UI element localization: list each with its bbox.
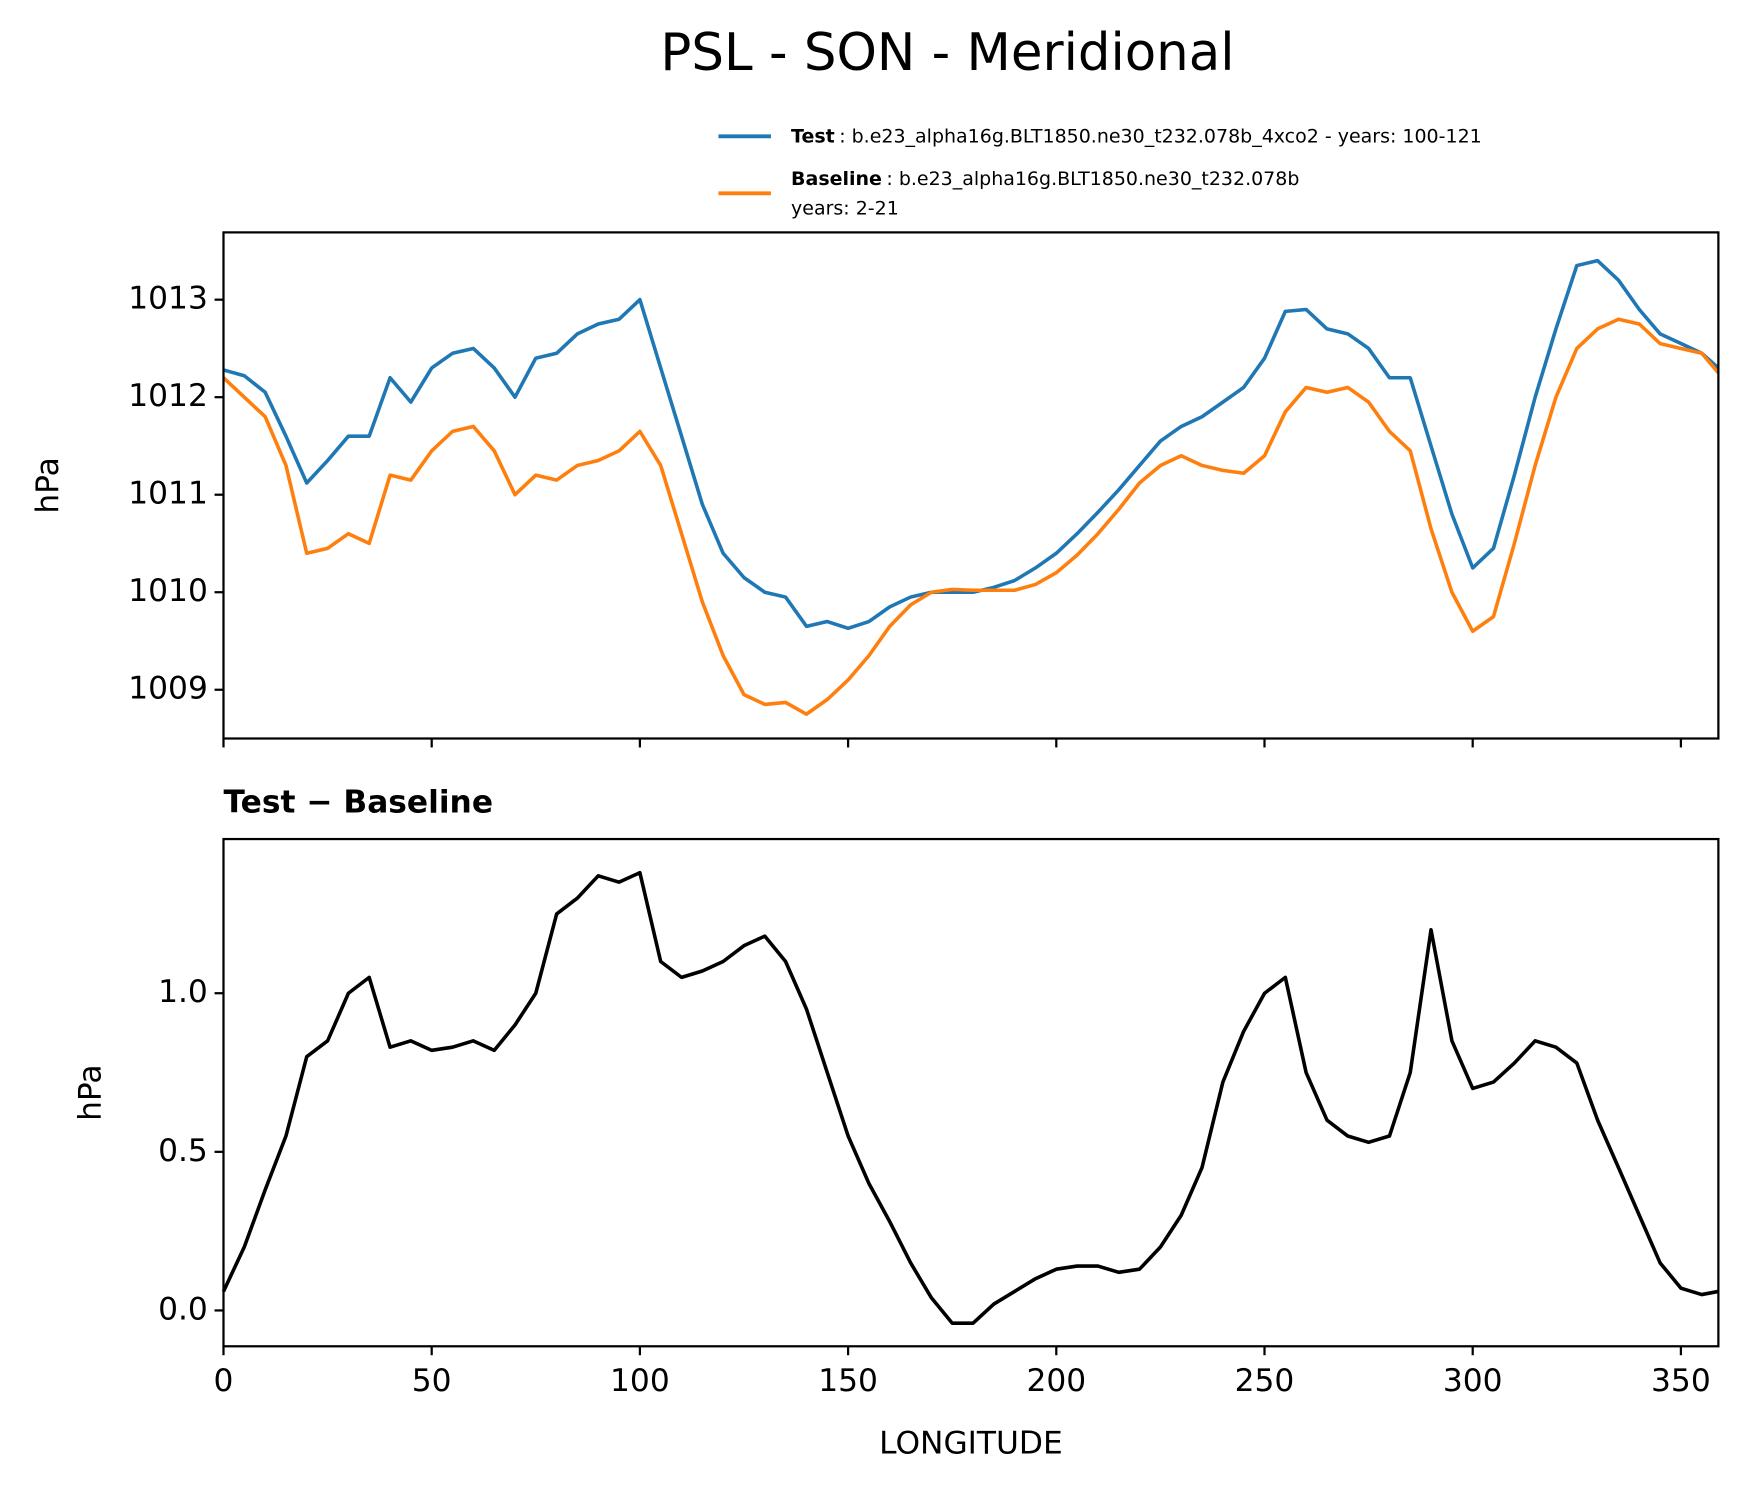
x-tick-label: 200 [1026,1363,1086,1399]
x-tick-label: 350 [1651,1363,1711,1399]
y-axis-label: hPa [30,457,66,513]
y-tick-label: 1009 [128,671,208,707]
series-line [222,317,1720,716]
legend-description: : b.e23_alpha16g.BLT1850.ne30_t232.078b_… [839,125,1482,147]
y-tick-label: 1.0 [158,974,208,1010]
y-tick-label: 1011 [128,476,208,512]
axes-frame [222,231,1720,740]
legend-label: Baseline: b.e23_alpha16g.BLT1850.ne30_t2… [791,167,1299,189]
axes-frame [222,837,1720,1348]
series-line [221,870,1719,1325]
y-tick-label: 0.0 [158,1291,208,1327]
y-tick-label: 1010 [128,573,208,609]
x-tick-label: 250 [1235,1363,1295,1399]
x-tick-label: 100 [610,1363,670,1399]
x-tick-label: 150 [818,1363,878,1399]
x-tick-label: 50 [412,1363,452,1399]
legend-label: Test: b.e23_alpha16g.BLT1850.ne30_t232.0… [791,125,1482,147]
figure-title: PSL - SON - Meridional [660,23,1234,83]
legend-description: years: 2-21 [791,197,899,219]
y-tick-label: 0.5 [158,1133,208,1169]
x-axis-label: LONGITUDE [879,1426,1063,1462]
x-tick-label: 300 [1443,1363,1503,1399]
y-tick-label: 1013 [128,281,208,317]
y-tick-label: 1012 [128,378,208,414]
legend-name: Baseline [791,167,882,189]
series-line [223,258,1720,631]
x-tick-label: 0 [214,1363,234,1399]
y-axis-label: hPa [73,1064,109,1120]
axes-title: Test − Baseline [223,784,493,820]
legend-name: Test [791,125,835,147]
legend-description: : b.e23_alpha16g.BLT1850.ne30_t232.078b [886,167,1299,189]
